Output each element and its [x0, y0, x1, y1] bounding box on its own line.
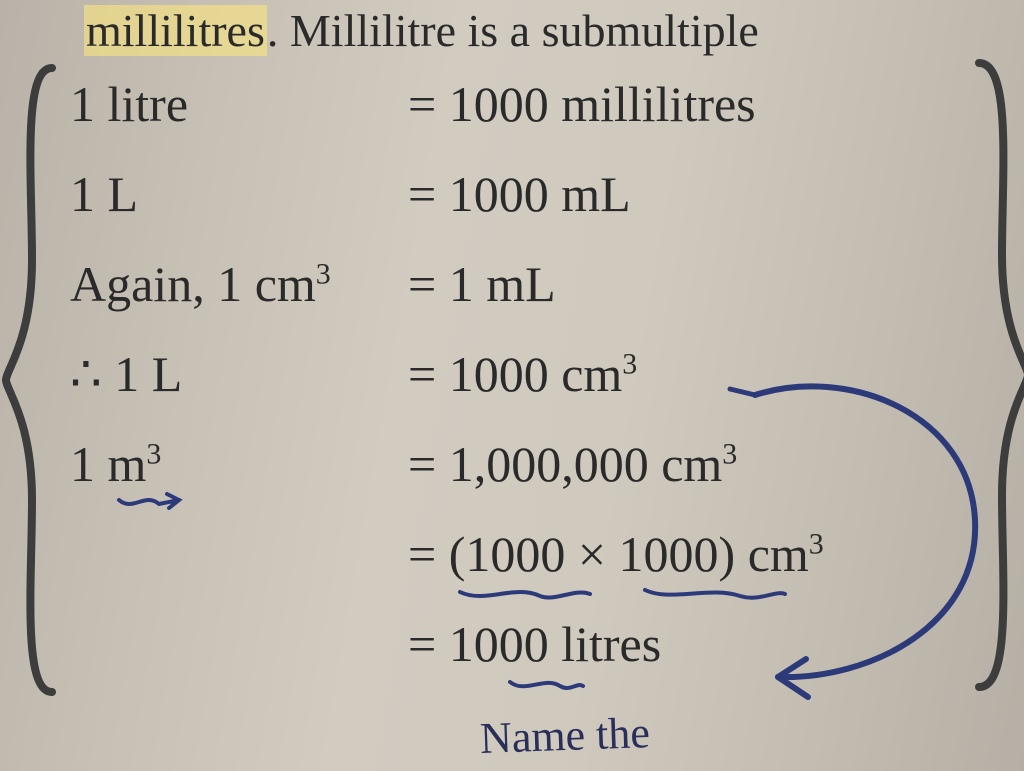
equation-rhs: = (1000 × 1000) cm3: [408, 525, 824, 583]
pen-squiggle-m3: [115, 490, 185, 516]
superscript: 3: [622, 347, 637, 380]
superscript: 3: [146, 437, 161, 470]
equation-rhs: = 1000 mL: [408, 165, 631, 223]
heading-highlight: millilitres: [84, 5, 267, 56]
left-brace: [2, 60, 62, 700]
equation-rhs: = 1,000,000 cm3: [408, 435, 737, 493]
pen-underline-2: [640, 580, 790, 610]
equation-lhs: Again, 1 cm3: [70, 255, 331, 313]
heading-rest: . Millilitre is a submultiple: [267, 5, 759, 56]
equation-rhs: = 1000 cm3: [408, 345, 637, 403]
superscript: 3: [722, 437, 737, 470]
page: millilitres. Millilitre is a submultiple…: [0, 0, 1024, 771]
heading-line: millilitres. Millilitre is a submultiple: [84, 4, 759, 57]
equation-rhs: = 1000 millilitres: [408, 75, 756, 133]
equation-rhs: = 1 mL: [408, 255, 556, 313]
superscript: 3: [809, 527, 824, 560]
pen-underline-1: [455, 580, 595, 610]
equation-rhs: = 1000 litres: [408, 615, 661, 673]
superscript: 3: [316, 257, 331, 290]
equation-lhs: 1 L: [70, 165, 138, 223]
handwriting-note: Name the: [479, 707, 650, 764]
pen-squiggle-1000litres: [505, 672, 585, 698]
equation-lhs: 1 m3: [70, 435, 161, 493]
equation-lhs: ∴ 1 L: [70, 345, 182, 403]
equation-lhs: 1 litre: [70, 75, 188, 133]
right-brace: [964, 55, 1024, 695]
